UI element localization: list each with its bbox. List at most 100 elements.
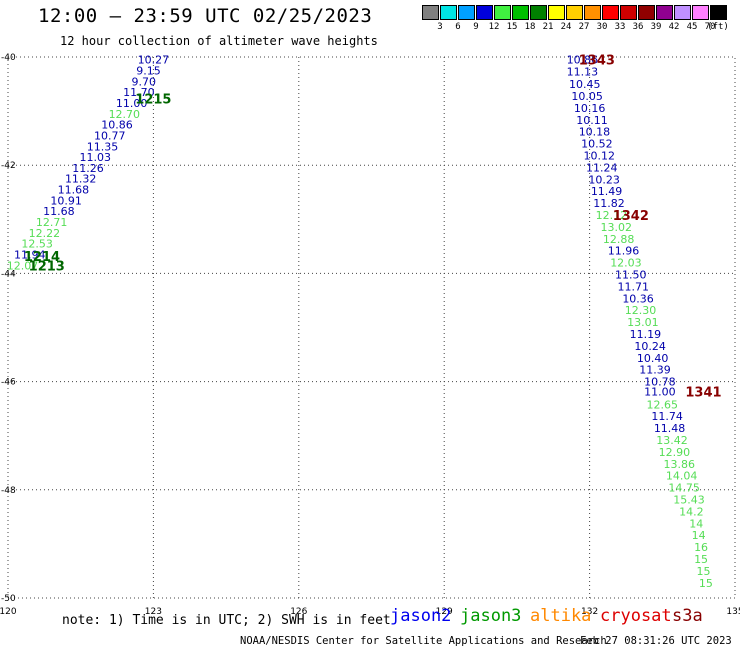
swh-value: 12.90: [659, 446, 691, 459]
swh-value: 10.11: [576, 114, 608, 127]
lon-tick-label: 126: [290, 607, 307, 617]
swh-value: 11.24: [586, 161, 618, 174]
scale-label: 21: [542, 22, 554, 32]
swh-value: 12.30: [625, 304, 657, 317]
swh-value: 11.39: [639, 364, 671, 377]
scale-label: 30: [596, 22, 608, 32]
scale-swatch: [494, 5, 511, 20]
swh-value: 10.23: [588, 173, 620, 186]
swh-value: 14: [689, 517, 703, 530]
swh-value: 15: [699, 577, 713, 590]
swh-value: 10.18: [579, 126, 611, 139]
swh-value: 15: [696, 565, 710, 578]
lon-tick-label: 123: [145, 607, 162, 617]
swh-value: 14: [692, 529, 706, 542]
chart-title: 12:00 – 23:59 UTC 02/25/2023: [38, 5, 373, 27]
swh-value: 9.70: [131, 75, 156, 88]
swh-value: 12.22: [29, 227, 61, 240]
scale-swatch: [584, 5, 601, 20]
scale-label: 6: [455, 22, 461, 32]
swh-value: 15.43: [673, 494, 705, 507]
lat-tick-label: -42: [1, 161, 16, 171]
swh-value: 11.50: [615, 268, 647, 281]
swh-value: 15: [694, 553, 708, 566]
swh-value: 11.00: [116, 97, 148, 110]
swh-value: 11.94: [14, 248, 46, 261]
swh-value: 10.16: [574, 102, 606, 115]
lon-tick-label: 129: [436, 607, 453, 617]
scale-swatch: [638, 5, 655, 20]
scale-unit: (ft): [707, 22, 729, 32]
scale-swatch: [674, 5, 691, 20]
swh-value: 11.68: [58, 184, 90, 197]
swh-value: 16: [694, 541, 708, 554]
scale-swatch: [692, 5, 709, 20]
swh-value: 13.02: [601, 221, 633, 234]
time-label: 1342: [613, 209, 649, 224]
lon-tick-label: 132: [581, 607, 598, 617]
swh-value: 12.70: [109, 108, 141, 121]
satellite-jason3: jason3: [460, 606, 522, 626]
swh-value: 11.70: [123, 86, 155, 99]
swh-value: 11.35: [87, 140, 119, 153]
scale-swatch: [530, 5, 547, 20]
credit-line: NOAA/NESDIS Center for Satellite Applica…: [240, 635, 607, 647]
lon-tick-label: 135: [726, 607, 740, 617]
swh-value: 11.32: [65, 173, 97, 186]
scale-swatch: [476, 5, 493, 20]
scale-swatch: [620, 5, 637, 20]
swh-value: 11.49: [591, 185, 623, 198]
swh-value: 12.53: [21, 238, 53, 251]
swh-value: 11.00: [644, 385, 676, 398]
chart-subtitle: 12 hour collection of altimeter wave hei…: [60, 34, 378, 48]
swh-value: 10.52: [581, 138, 613, 151]
swh-value: 10.86: [567, 54, 599, 67]
swh-value: 13.42: [656, 434, 688, 447]
swh-value: 12.71: [36, 216, 68, 229]
scale-swatch: [656, 5, 673, 20]
scale-swatch: [512, 5, 529, 20]
swh-value: 10.40: [637, 352, 669, 365]
swh-value: 10.36: [622, 292, 654, 305]
swh-value: 14.04: [666, 470, 698, 483]
satellite-altika: altika: [530, 606, 592, 626]
time-label: 1215: [135, 93, 171, 108]
lat-tick-label: -44: [1, 269, 16, 279]
lat-tick-label: -46: [1, 378, 16, 388]
scale-label: 45: [686, 22, 698, 32]
scale-label: 39: [650, 22, 662, 32]
swh-value: 10.78: [644, 376, 676, 389]
swh-value: 11.96: [608, 245, 640, 258]
scale-swatch: [602, 5, 619, 20]
lat-tick-label: -48: [1, 486, 16, 496]
swh-value: 14.2: [679, 505, 704, 518]
scale-label: 9: [473, 22, 479, 32]
swh-value: 12.65: [647, 398, 679, 411]
lon-tick-label: 120: [0, 607, 17, 617]
scale-swatch: [566, 5, 583, 20]
swh-value: 10.77: [94, 129, 126, 142]
swh-value: 11.74: [651, 410, 683, 423]
lat-tick-label: -50: [1, 594, 16, 604]
swh-value: 13.01: [627, 316, 659, 329]
scale-swatch: [548, 5, 565, 20]
scale-label: 24: [560, 22, 572, 32]
scale-swatch: [458, 5, 475, 20]
swh-value: 10.27: [138, 54, 170, 67]
swh-value: 14.75: [668, 482, 700, 495]
satellite-cryosat: cryosat: [600, 606, 672, 626]
swh-value: 12.88: [603, 233, 635, 246]
swh-value: 11.48: [654, 422, 686, 435]
swh-value: 11.03: [79, 151, 111, 164]
swh-value: 11.68: [43, 205, 75, 218]
generated-timestamp: Feb 27 08:31:26 UTC 2023: [580, 635, 732, 647]
time-label: 1213: [29, 259, 65, 274]
swh-value: 11.19: [630, 328, 662, 341]
swh-value: 12.07: [7, 259, 39, 272]
scale-label: 42: [668, 22, 680, 32]
footnote: note: 1) Time is in UTC; 2) SWH is in fe…: [62, 613, 391, 628]
swh-value: 12.12: [596, 209, 628, 222]
satellite-s3a: s3a: [672, 606, 703, 626]
scale-swatch: [710, 5, 727, 20]
